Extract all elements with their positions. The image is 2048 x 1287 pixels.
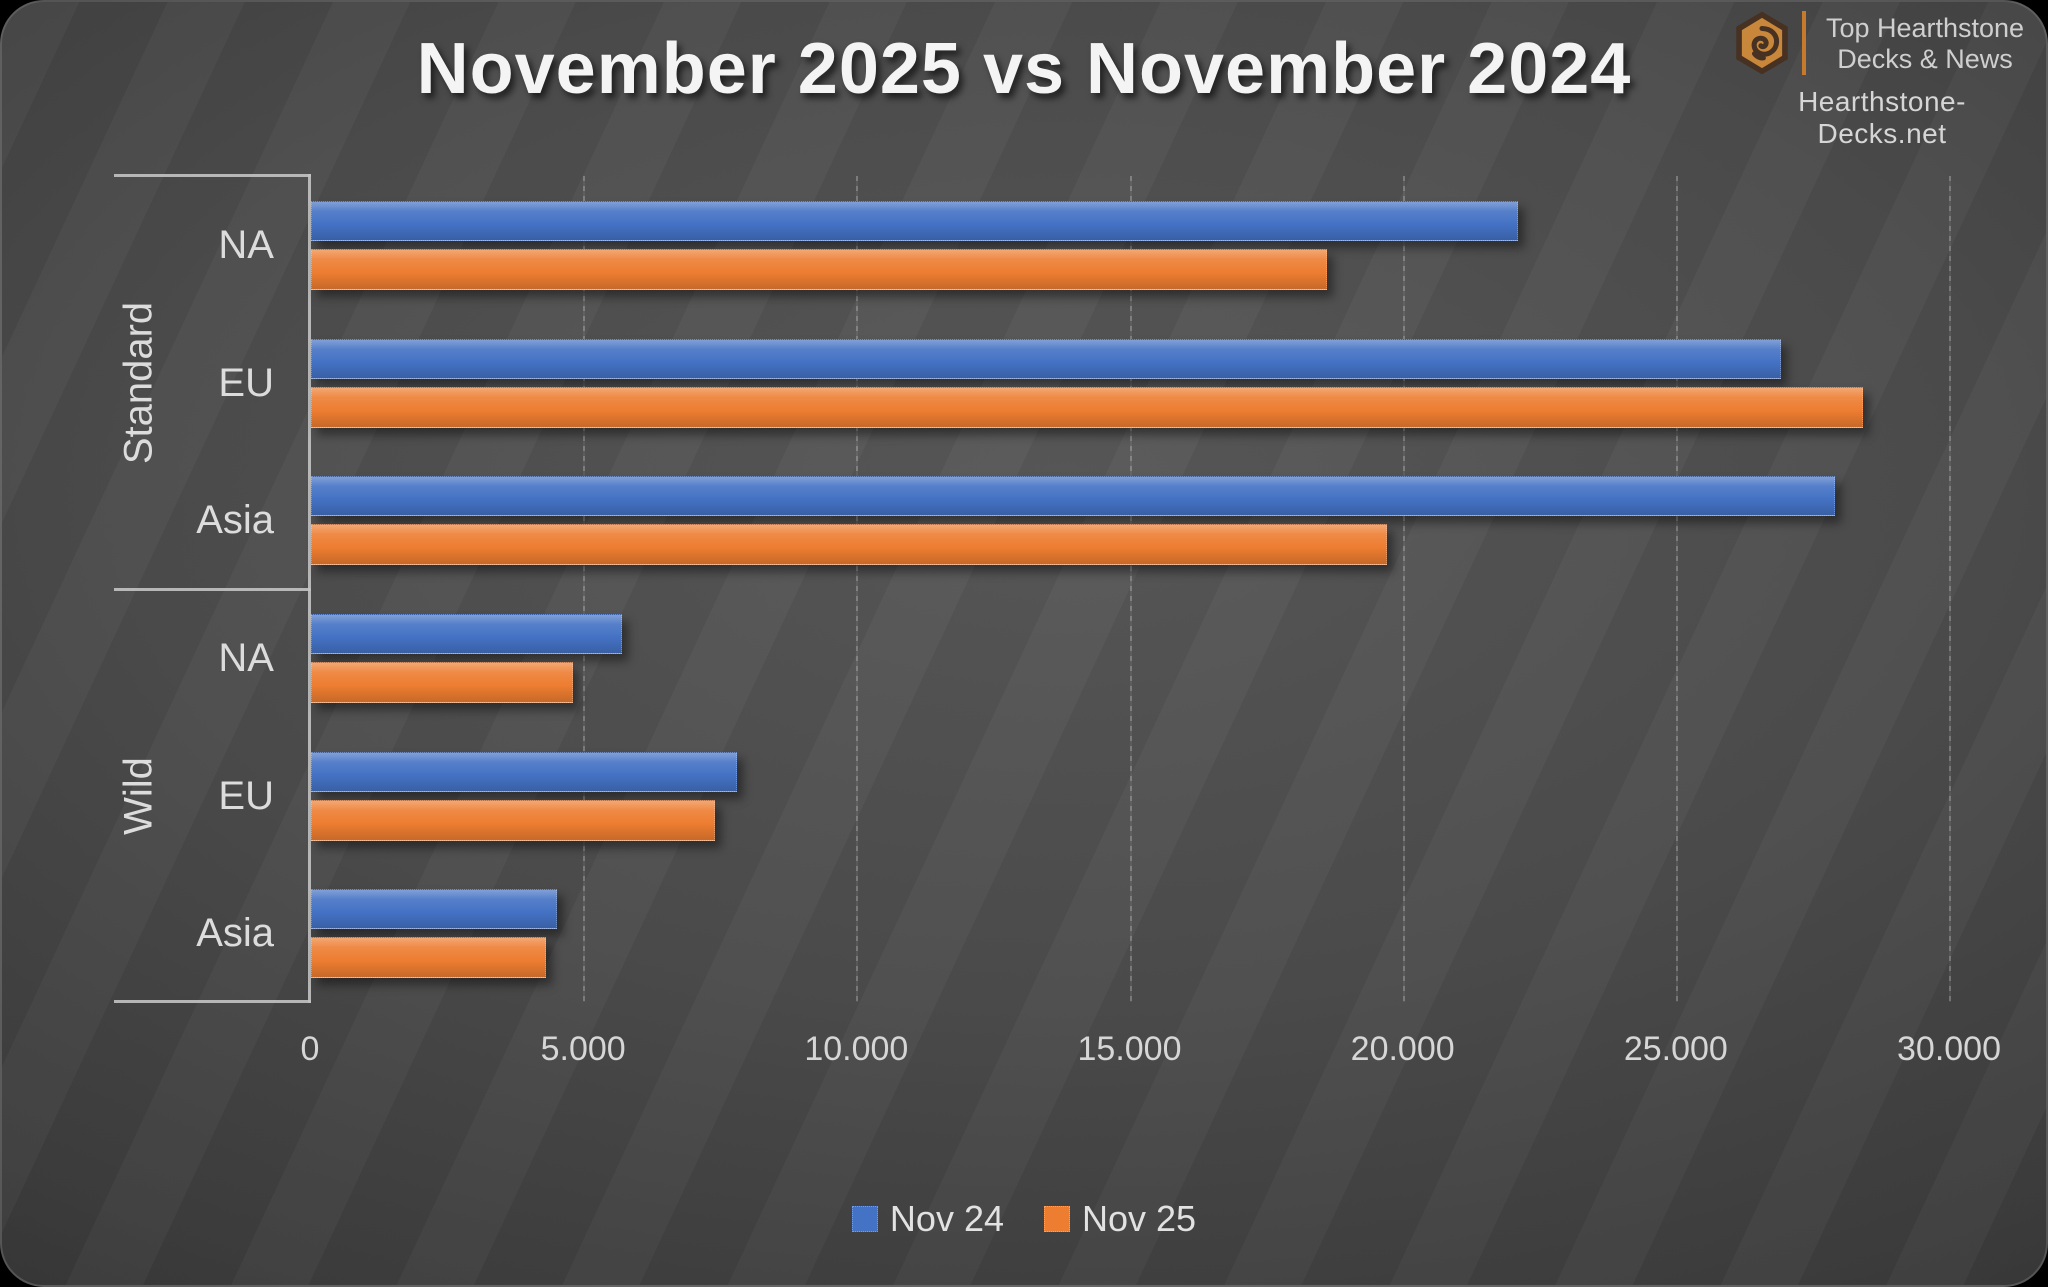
category-label-standard-asia: Asia	[196, 498, 274, 543]
bar-nov-24-wild-eu	[311, 751, 737, 792]
legend-label: Nov 25	[1082, 1198, 1197, 1239]
branding-site: Hearthstone-Decks.net	[1798, 86, 1966, 149]
legend-item-nov-25: Nov 25	[1044, 1198, 1196, 1240]
x-tick-label-30000: 30.000	[1897, 1030, 2001, 1068]
bar-nov-24-wild-na	[311, 613, 622, 654]
y-axis-line	[308, 174, 311, 1003]
bar-nov-25-standard-na	[311, 248, 1327, 290]
branding-line1: Top Hearthstone	[1825, 12, 2025, 43]
branding-block: Top Hearthstone Decks & News Hearthstone…	[1734, 10, 2030, 150]
category-label-wild-na: NA	[218, 635, 274, 680]
x-tick-label-5000: 5.000	[540, 1030, 626, 1068]
category-frame-separator-line	[114, 588, 311, 591]
category-label-wild-asia: Asia	[196, 911, 274, 956]
bar-nov-24-wild-asia	[311, 889, 557, 930]
x-tick-label-25000: 25.000	[1623, 1030, 1728, 1068]
legend: Nov 24 Nov 25	[2, 1198, 2046, 1240]
legend-swatch-nov-24	[851, 1206, 878, 1232]
bar-nov-25-wild-asia	[311, 937, 546, 979]
bar-nov-25-standard-eu	[311, 386, 1863, 428]
group-label-standard: Standard	[116, 301, 161, 464]
bar-nov-24-standard-asia	[311, 476, 1835, 517]
gridline-5000	[583, 176, 586, 1002]
branding-text: Top Hearthstone Decks & News	[1820, 11, 2030, 75]
branding-line2: Decks & News	[1837, 44, 2013, 74]
gridline-15000	[1129, 176, 1132, 1002]
category-label-wild-eu: EU	[218, 773, 274, 818]
category-label-standard-na: NA	[218, 222, 274, 267]
bar-nov-25-wild-na	[311, 661, 573, 703]
branding-row: Top Hearthstone Decks & News	[1734, 10, 2030, 76]
category-label-standard-eu: EU	[218, 360, 274, 405]
category-frame-bottom-line	[114, 1000, 311, 1003]
group-label-wild: Wild	[116, 756, 161, 835]
legend-item-nov-24: Nov 24	[851, 1198, 1004, 1240]
bar-nov-24-standard-eu	[311, 338, 1781, 379]
legend-swatch-nov-25	[1044, 1206, 1070, 1232]
branding-divider	[1802, 11, 1806, 75]
hearthstone-logo-icon	[1734, 10, 1790, 76]
x-tick-label-15000: 15.000	[1077, 1030, 1182, 1068]
gridline-10000	[856, 176, 859, 1002]
bar-nov-24-standard-na	[311, 200, 1518, 241]
x-tick-label-20000: 20.000	[1350, 1030, 1455, 1068]
gridline-20000	[1402, 176, 1405, 1002]
bar-nov-25-wild-eu	[311, 799, 715, 841]
bar-nov-25-standard-asia	[311, 524, 1387, 566]
chart-title: November 2025 vs November 2024	[416, 29, 1632, 109]
category-frame-top-line	[114, 174, 311, 177]
legend-label: Nov 24	[889, 1198, 1004, 1239]
x-tick-label-0: 0	[300, 1030, 320, 1068]
x-tick-label-10000: 10.000	[804, 1030, 909, 1068]
gridline-30000	[1949, 176, 1951, 1002]
gridline-25000	[1675, 176, 1678, 1002]
